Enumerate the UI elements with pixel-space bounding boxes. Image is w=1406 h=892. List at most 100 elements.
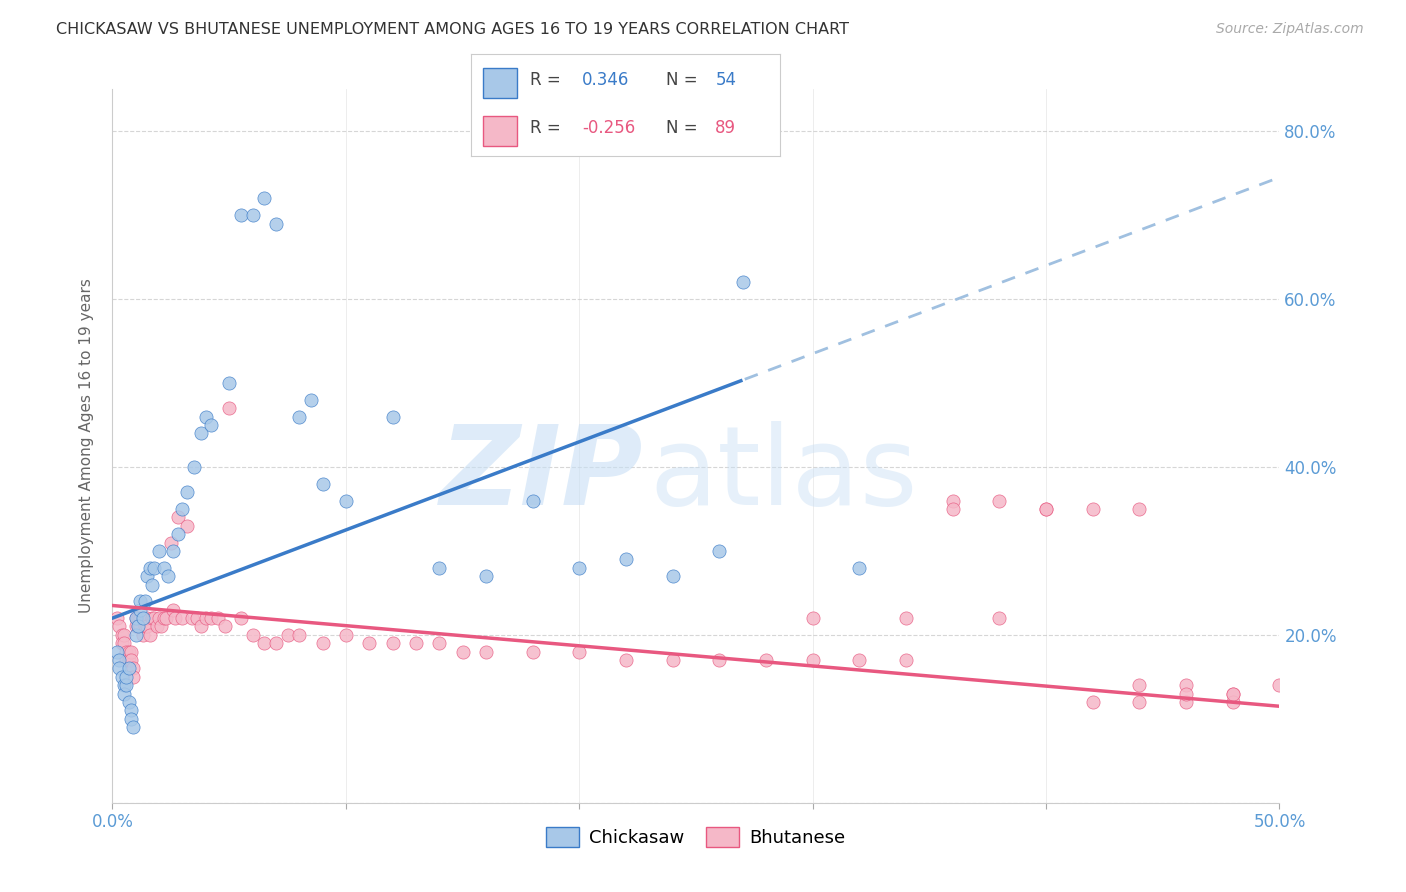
- Point: [614, 552, 637, 566]
- Text: R =: R =: [530, 71, 565, 89]
- Point: [276, 628, 298, 642]
- Point: [755, 653, 778, 667]
- Point: [108, 653, 131, 667]
- Point: [139, 628, 162, 642]
- Point: [157, 569, 180, 583]
- Point: [299, 392, 322, 407]
- Point: [129, 594, 152, 608]
- Point: [1175, 678, 1198, 692]
- Point: [172, 611, 194, 625]
- Point: [190, 619, 212, 633]
- Point: [118, 661, 141, 675]
- Point: [848, 560, 870, 574]
- Point: [359, 636, 381, 650]
- Point: [942, 493, 965, 508]
- Point: [176, 485, 198, 500]
- Point: [942, 502, 965, 516]
- Point: [166, 510, 188, 524]
- Point: [125, 611, 148, 625]
- Point: [568, 560, 591, 574]
- Point: [311, 636, 333, 650]
- Point: [335, 493, 357, 508]
- Point: [165, 611, 187, 625]
- Point: [988, 493, 1011, 508]
- Point: [172, 502, 194, 516]
- Point: [451, 645, 474, 659]
- Point: [264, 217, 287, 231]
- Point: [1175, 695, 1198, 709]
- Point: [127, 619, 149, 633]
- Point: [136, 569, 159, 583]
- Point: [190, 426, 212, 441]
- Point: [125, 619, 148, 633]
- Point: [148, 611, 170, 625]
- Point: [335, 628, 357, 642]
- Point: [160, 535, 183, 549]
- Point: [242, 628, 264, 642]
- Point: [143, 611, 166, 625]
- Point: [381, 636, 404, 650]
- Point: [194, 611, 217, 625]
- Point: [141, 577, 163, 591]
- Point: [120, 712, 142, 726]
- Point: [381, 409, 404, 424]
- Point: [475, 645, 498, 659]
- Text: N =: N =: [666, 71, 703, 89]
- Point: [108, 661, 131, 675]
- Point: [180, 611, 202, 625]
- Point: [134, 594, 156, 608]
- Text: -0.256: -0.256: [582, 120, 636, 137]
- Point: [200, 417, 222, 432]
- Point: [115, 678, 138, 692]
- Point: [194, 409, 217, 424]
- Point: [988, 611, 1011, 625]
- Point: [1128, 695, 1150, 709]
- Point: [111, 670, 134, 684]
- Point: [125, 628, 148, 642]
- Text: 0.346: 0.346: [582, 71, 630, 89]
- Point: [120, 703, 142, 717]
- Text: atlas: atlas: [650, 421, 918, 528]
- Point: [1035, 502, 1057, 516]
- Point: [218, 401, 240, 416]
- Point: [122, 720, 145, 734]
- Point: [127, 619, 149, 633]
- Point: [405, 636, 427, 650]
- Point: [112, 636, 135, 650]
- Text: CHICKASAW VS BHUTANESE UNEMPLOYMENT AMONG AGES 16 TO 19 YEARS CORRELATION CHART: CHICKASAW VS BHUTANESE UNEMPLOYMENT AMON…: [56, 22, 849, 37]
- Point: [129, 603, 152, 617]
- Point: [141, 611, 163, 625]
- Point: [136, 619, 159, 633]
- Point: [105, 645, 128, 659]
- Point: [1222, 695, 1244, 709]
- Point: [661, 653, 683, 667]
- FancyBboxPatch shape: [484, 68, 517, 97]
- Text: 54: 54: [716, 71, 737, 89]
- Point: [150, 619, 173, 633]
- Point: [155, 611, 177, 625]
- Point: [111, 628, 134, 642]
- Point: [288, 628, 311, 642]
- Point: [253, 191, 276, 205]
- Point: [1222, 687, 1244, 701]
- Legend: Chickasaw, Bhutanese: Chickasaw, Bhutanese: [538, 820, 853, 855]
- Point: [1035, 502, 1057, 516]
- Point: [264, 636, 287, 650]
- Point: [118, 645, 141, 659]
- Text: R =: R =: [530, 120, 565, 137]
- Point: [108, 619, 131, 633]
- Point: [176, 518, 198, 533]
- Point: [242, 208, 264, 222]
- Point: [118, 695, 141, 709]
- Point: [1081, 502, 1104, 516]
- Point: [139, 560, 162, 574]
- Point: [115, 653, 138, 667]
- Point: [709, 544, 731, 558]
- Point: [146, 619, 169, 633]
- Point: [112, 678, 135, 692]
- Point: [132, 611, 155, 625]
- Point: [218, 376, 240, 390]
- Point: [288, 409, 311, 424]
- Point: [311, 476, 333, 491]
- Point: [132, 628, 155, 642]
